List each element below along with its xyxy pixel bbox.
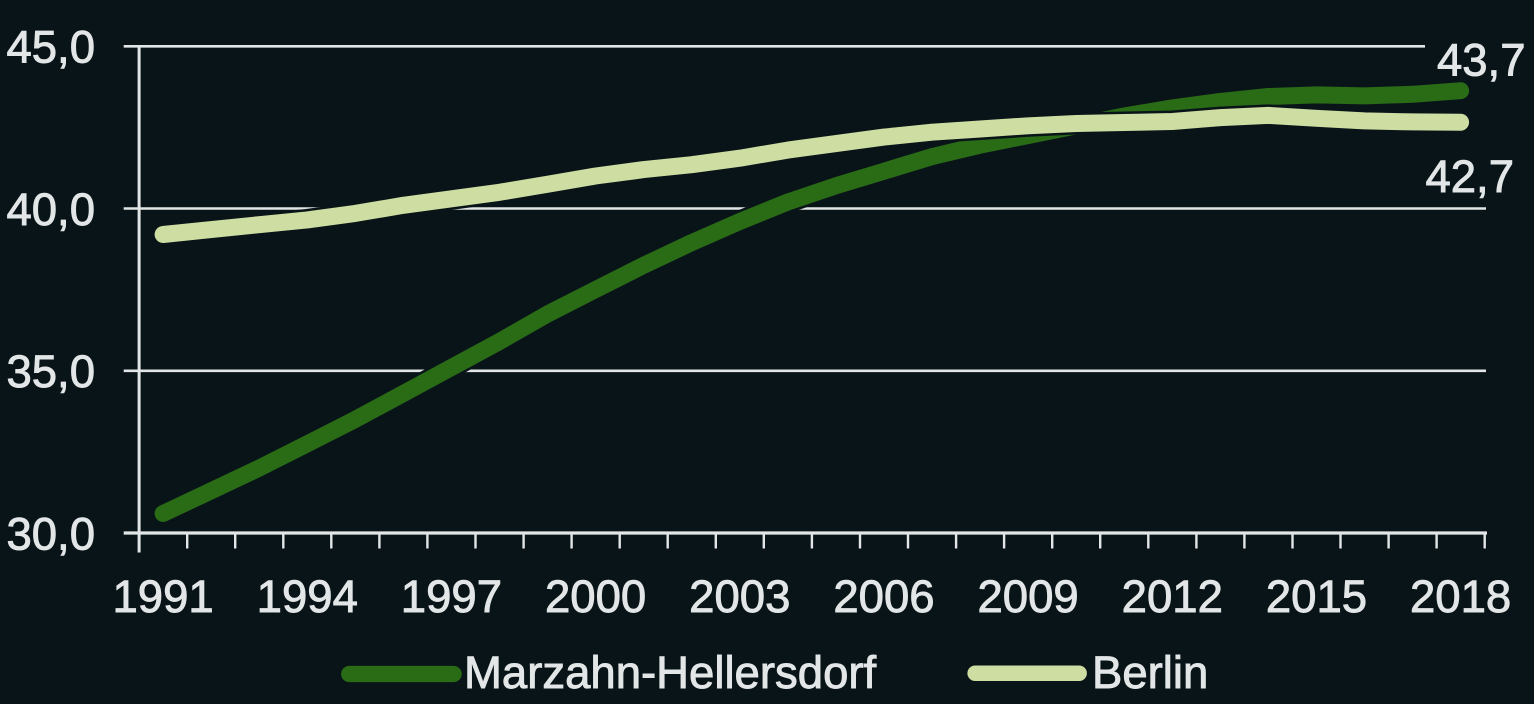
svg-text:45,0: 45,0	[6, 22, 95, 73]
svg-text:2003: 2003	[689, 571, 790, 622]
svg-text:1991: 1991	[112, 571, 213, 622]
svg-text:2006: 2006	[833, 571, 934, 622]
svg-text:2018: 2018	[1410, 571, 1511, 622]
svg-text:40,0: 40,0	[6, 184, 95, 235]
svg-text:43,7: 43,7	[1437, 34, 1526, 85]
svg-text:2009: 2009	[977, 571, 1078, 622]
svg-text:2000: 2000	[545, 571, 646, 622]
svg-text:2015: 2015	[1266, 571, 1367, 622]
svg-text:1994: 1994	[257, 571, 358, 622]
svg-text:2012: 2012	[1122, 571, 1223, 622]
svg-text:1997: 1997	[401, 571, 502, 622]
svg-text:35,0: 35,0	[6, 346, 95, 397]
svg-text:Berlin: Berlin	[1092, 647, 1208, 698]
svg-text:42,7: 42,7	[1425, 151, 1514, 202]
svg-text:Marzahn-Hellersdorf: Marzahn-Hellersdorf	[464, 647, 877, 698]
svg-text:30,0: 30,0	[6, 508, 95, 559]
